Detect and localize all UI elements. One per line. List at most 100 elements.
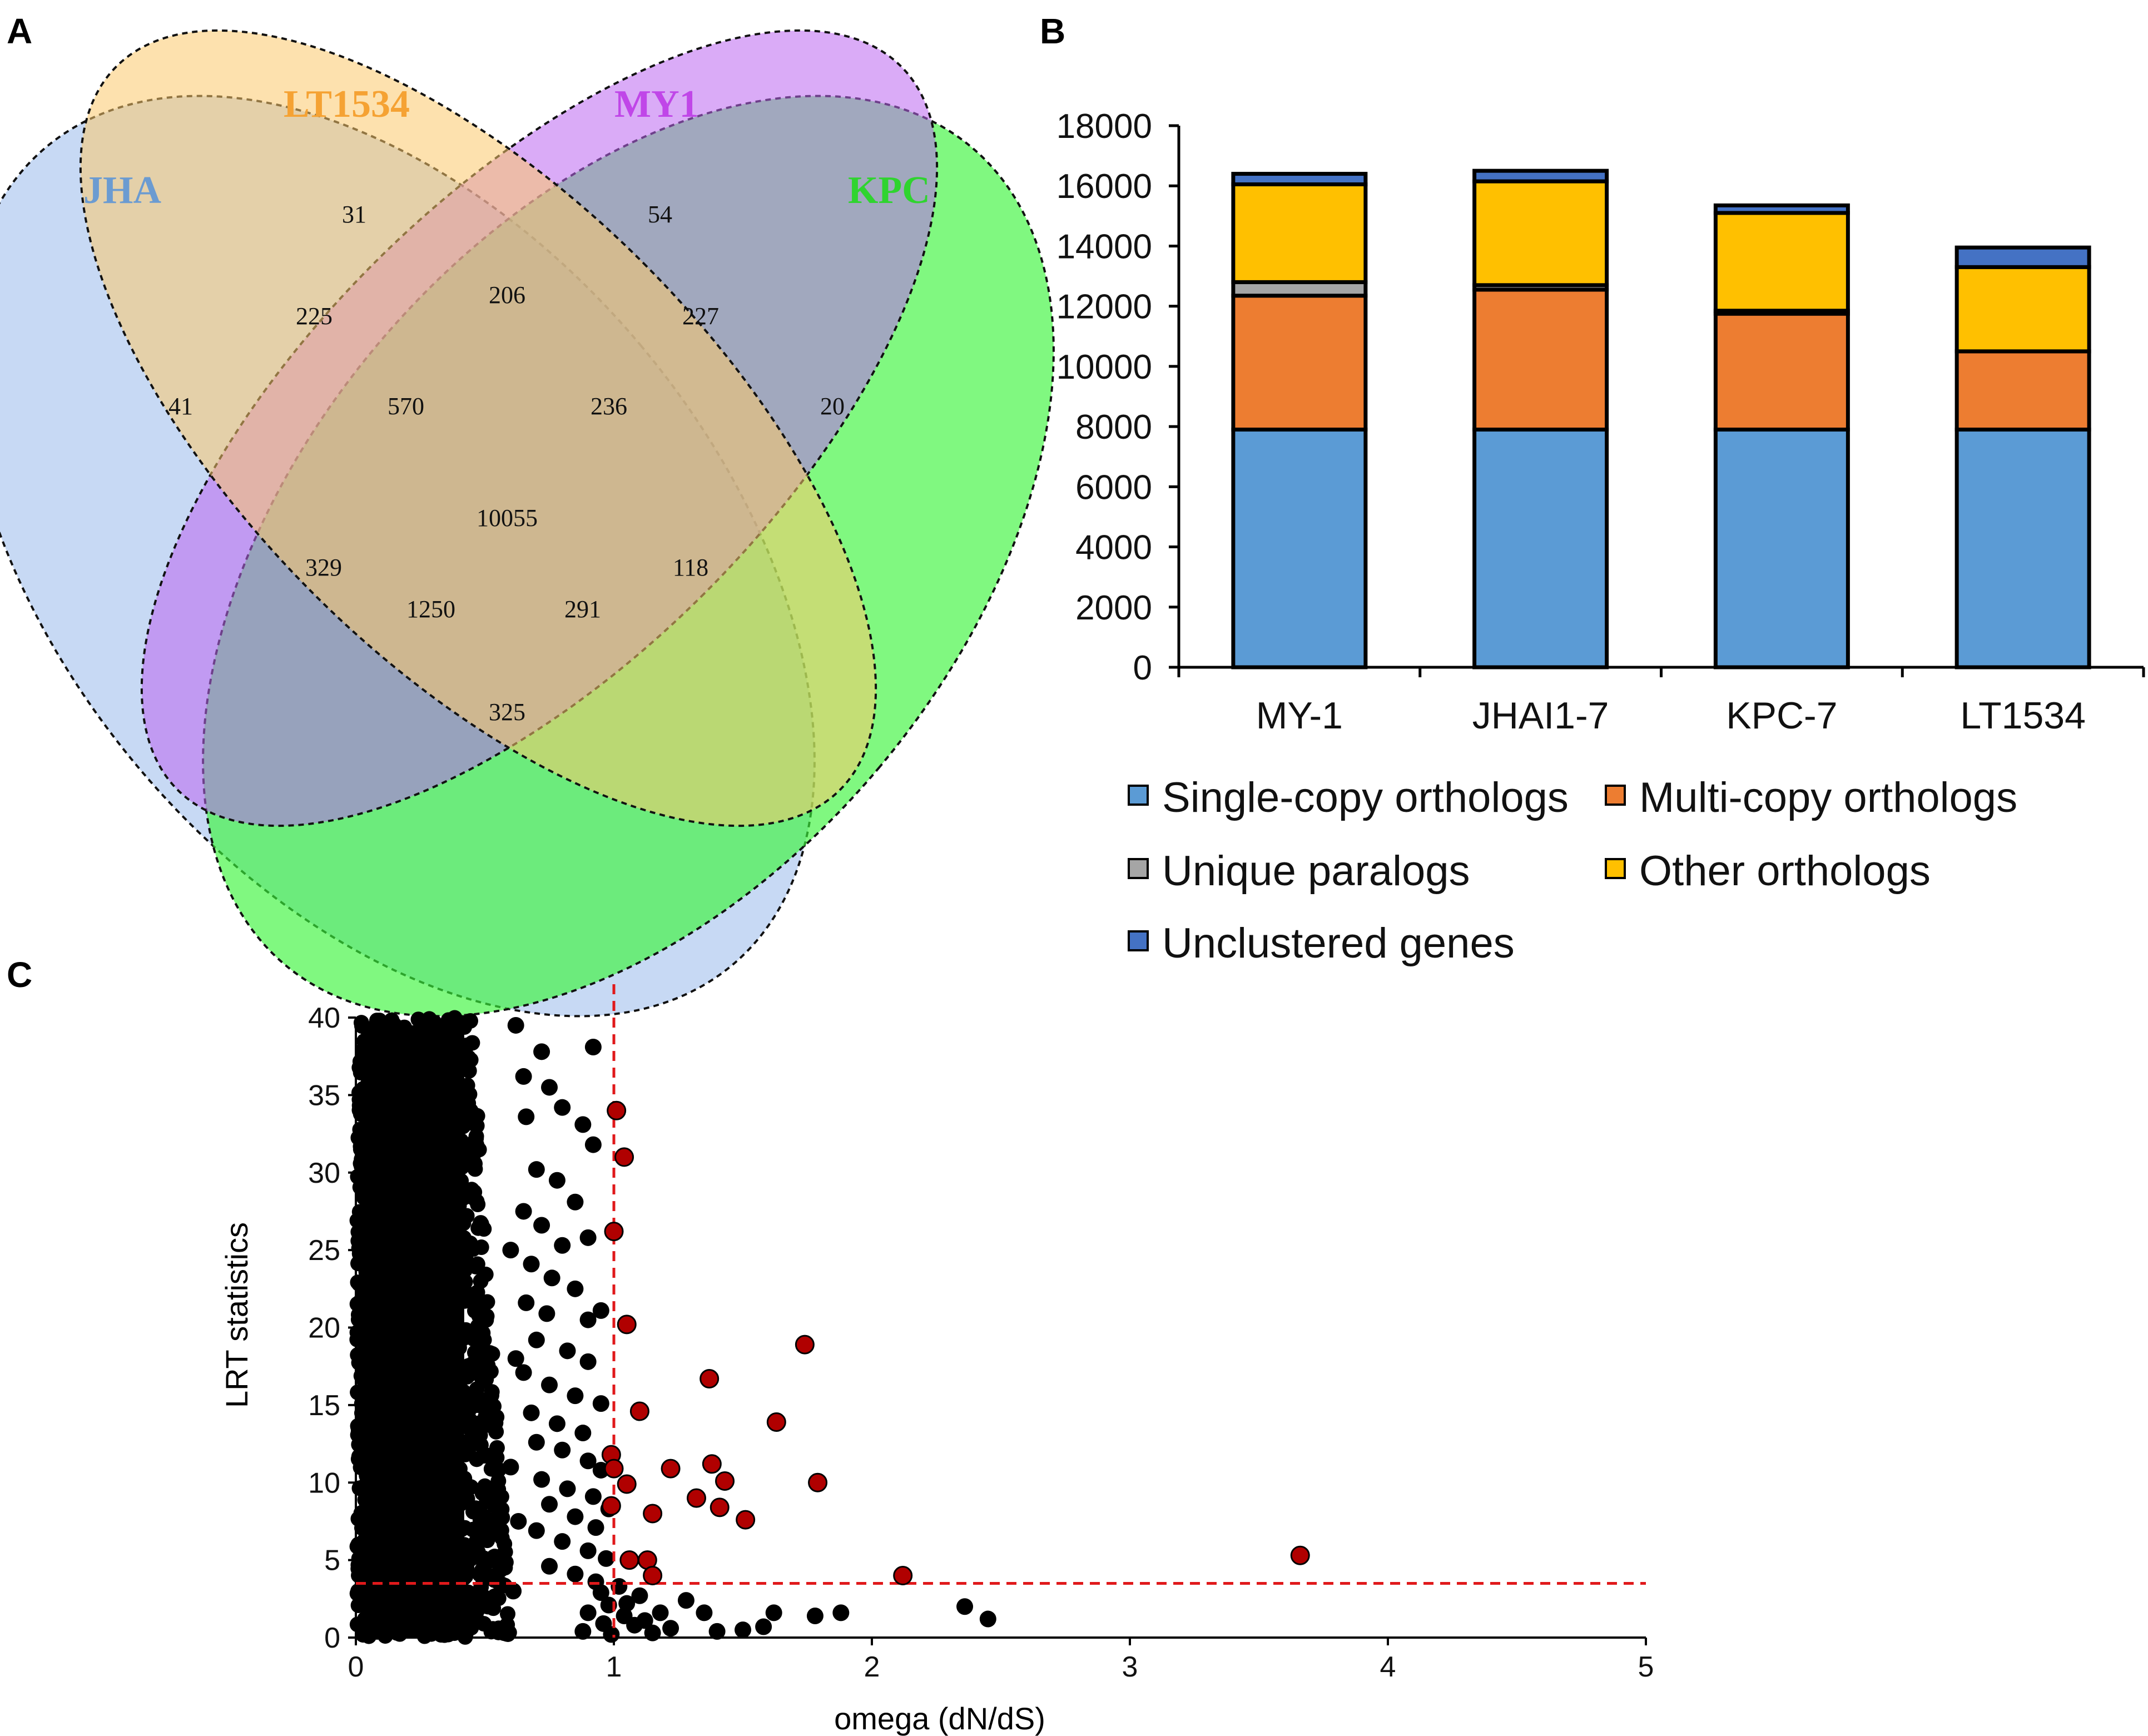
scatter-point [567, 1193, 584, 1211]
venn-count-jha-my-kpc: 1250 [406, 596, 455, 623]
venn-region-counts: 41 31 54 20 225 206 227 570 236 10055 32… [168, 201, 845, 726]
scatter-point-dense [472, 1566, 488, 1583]
scatter-point [518, 1294, 535, 1311]
bar-y-tick-label: 14000 [1056, 227, 1152, 266]
scatter-point [598, 1550, 615, 1567]
scatter-point [554, 1237, 571, 1254]
venn-count-jha-lt-kpc: 291 [564, 596, 601, 623]
legend-label-single: Single-copy orthologs [1162, 774, 1569, 821]
venn-label-lt1534: LT1534 [284, 83, 410, 126]
scatter-point [548, 1172, 565, 1189]
scatter-y-tick-label: 40 [308, 1002, 340, 1034]
scatter-point [518, 1108, 535, 1125]
scatter-point [662, 1620, 679, 1637]
scatter-point [677, 1592, 694, 1609]
legend-swatch-other [1605, 858, 1626, 879]
scatter-point-dense [460, 1050, 477, 1066]
scatter-point [502, 1242, 519, 1259]
scatter-plot: 0 5 10 15 20 25 30 35 40 0 1 2 3 4 5 omega (dN/dS) LR… [219, 984, 1654, 1736]
scatter-point [644, 1624, 661, 1641]
venn-count-kpc-only: 20 [820, 393, 845, 420]
scatter-x-tick-label: 5 [1638, 1651, 1654, 1683]
scatter-point [592, 1584, 609, 1601]
scatter-point [515, 1364, 532, 1381]
scatter-point-selected [893, 1566, 913, 1585]
scatter-point-selected [619, 1550, 639, 1570]
bar-y-tick-label: 6000 [1075, 468, 1152, 507]
scatter-point-dense [494, 1501, 510, 1517]
scatter-y-tick-label: 5 [324, 1545, 340, 1577]
scatter-black-points [502, 1016, 996, 1643]
scatter-point-selected [702, 1454, 722, 1474]
scatter-point [528, 1331, 545, 1348]
bar-y-ticks: 0 2000 4000 6000 8000 10000 12000 14000 16000 180… [1056, 107, 1179, 687]
scatter-point [636, 1612, 653, 1629]
scatter-point-dense [468, 1137, 484, 1153]
scatter-point-dense [475, 1448, 492, 1464]
scatter-point [765, 1604, 782, 1621]
scatter-point-dense [469, 1389, 485, 1405]
scatter-point [567, 1280, 584, 1297]
venn-count-lt-kpc: 118 [673, 554, 708, 581]
scatter-point [696, 1604, 713, 1621]
scatter-axes [355, 1018, 1646, 1639]
bar-legend: Single-copy orthologs Multi-copy ortholo… [1128, 774, 2017, 967]
scatter-point-selected [629, 1401, 649, 1421]
bar-segment [1713, 211, 1850, 313]
scatter-point [574, 1425, 592, 1442]
scatter-point [755, 1618, 772, 1635]
bar-segment [1231, 280, 1368, 298]
venn-label-kpc: KPC [848, 169, 930, 212]
scatter-point [541, 1496, 558, 1513]
scatter-point [832, 1604, 850, 1621]
venn-count-jha-lt-my: 570 [388, 393, 424, 420]
scatter-point-dense [421, 1012, 438, 1028]
scatter-point-dense [473, 1506, 489, 1522]
legend-label-other: Other orthologs [1639, 847, 1931, 895]
scatter-point [538, 1305, 555, 1322]
scatter-point [533, 1217, 550, 1234]
bar-x-ticks: MY-1 JHAI1-7 KPC-7 LT1534 [1177, 667, 2145, 737]
bar-segment [1231, 294, 1368, 432]
scatter-point [574, 1623, 592, 1640]
scatter-point-selected [643, 1566, 663, 1585]
scatter-x-tick-label: 3 [1122, 1651, 1138, 1683]
scatter-point-dense [467, 1107, 483, 1123]
venn-diagram: JHA LT1534 MY1 KPC 41 31 54 20 225 206 2… [0, 29, 1055, 1018]
scatter-point-dense [479, 1532, 495, 1549]
scatter-point-dense [483, 1461, 499, 1477]
venn-count-jha-lt: 225 [296, 302, 333, 330]
legend-swatch-multi [1605, 785, 1626, 806]
scatter-point [554, 1533, 571, 1550]
scatter-point-selected [736, 1510, 756, 1530]
scatter-point [559, 1480, 576, 1497]
scatter-thresholds [356, 984, 1646, 1638]
scatter-x-label: omega (dN/dS) [834, 1701, 1045, 1736]
scatter-point [510, 1512, 527, 1530]
scatter-point [592, 1302, 609, 1319]
scatter-red-points [601, 1100, 1310, 1585]
scatter-point [554, 1441, 571, 1459]
scatter-point-selected [808, 1472, 828, 1492]
scatter-point [548, 1415, 565, 1432]
bar-segment [1231, 182, 1368, 284]
bar-y-tick-label: 18000 [1056, 107, 1152, 146]
scatter-point [515, 1068, 532, 1085]
bar-segment [1954, 428, 2091, 669]
venn-label-jha: JHA [83, 169, 161, 212]
scatter-point-selected [686, 1488, 706, 1508]
scatter-point [507, 1350, 524, 1367]
bar-category-label: MY-1 [1256, 695, 1343, 737]
scatter-point-dense [465, 1521, 481, 1537]
stacked-bar-chart: 0 2000 4000 6000 8000 10000 12000 14000 16000 180… [1056, 107, 2145, 967]
scatter-point-dense [371, 1013, 388, 1029]
scatter-point [541, 1079, 558, 1096]
scatter-point-dense [492, 1575, 508, 1591]
venn-count-lt-my-kpc: 236 [591, 393, 627, 420]
scatter-point [584, 1488, 602, 1505]
panel-label-c: C [7, 955, 32, 995]
scatter-x-tick-label: 2 [864, 1651, 880, 1683]
scatter-point-selected [604, 1459, 624, 1479]
scatter-point [523, 1256, 540, 1273]
venn-ellipses [0, 29, 1055, 1018]
